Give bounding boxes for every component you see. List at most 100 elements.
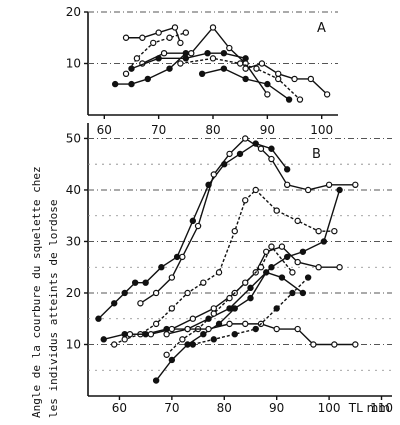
panel-b-series-1-point <box>95 315 102 322</box>
panel-b-series-1-point <box>121 289 128 297</box>
panel-b-series-1-point <box>283 166 291 173</box>
panel-b-ytick-label-50: 50 <box>66 131 81 145</box>
panel-b-series-6-point <box>226 294 233 302</box>
panel-b-series-5-point <box>147 330 155 338</box>
panel-a-series-6-point <box>177 60 184 67</box>
panel-b-series-2-line <box>140 137 356 304</box>
panel-a-series-2-point <box>144 75 151 83</box>
panel-a-series-6-point <box>296 96 304 103</box>
panel-b-series-2-point <box>152 289 160 297</box>
panel-b-series-2-point <box>179 253 186 261</box>
panel-b-series-2-point <box>352 181 359 189</box>
panel-b-series-8-point <box>310 341 317 348</box>
panel-b-series-1-point <box>236 150 244 158</box>
panel-b-series-3-point <box>168 305 176 312</box>
panel-b-xtick-label-80: 80 <box>217 401 232 415</box>
panel-b-series-8-point <box>331 341 338 348</box>
panel-a-series-1-point <box>155 29 162 36</box>
panel-a-series-3-point <box>182 29 190 36</box>
panel-b-series-8-point <box>294 325 301 333</box>
panel-b-series-3-point <box>111 341 118 348</box>
panel-b-series-1-point <box>189 217 197 225</box>
panel-a-series-6-point <box>275 75 282 83</box>
panel-b-series-7-point <box>152 377 160 384</box>
panel-a-series-6-point <box>209 55 217 62</box>
panel-b-xtick-label-70: 70 <box>164 401 179 415</box>
panel-b-series-3-point <box>315 227 322 235</box>
panel-a-xtick-label-80: 80 <box>205 123 220 137</box>
panel-a-series-6-point <box>253 65 260 72</box>
panel-b-series-5-point <box>336 264 343 271</box>
panel-b-series-1-point <box>158 264 165 271</box>
panel-b-series-3-point <box>294 217 301 225</box>
panel-a-series-8-point <box>307 75 315 83</box>
panel-a-chart: A 10 20 60 70 80 90 100 <box>66 5 338 137</box>
panel-a-ytick-label-10: 10 <box>66 57 81 71</box>
panel-a-series-4-point <box>226 44 233 52</box>
panel-b-series-7-point <box>168 356 176 364</box>
panel-b-series-5-point <box>263 248 270 255</box>
panel-b-series-3-point <box>121 336 128 343</box>
panel-b-series-5-point <box>126 330 134 338</box>
panel-a-series-4-point <box>264 91 271 98</box>
panel-a-series-1-point <box>139 34 146 41</box>
panel-b-series-7-point <box>231 305 238 312</box>
panel-b-series-3-point <box>200 279 207 286</box>
panel-b-series-9-point <box>273 305 280 312</box>
panel-a-series-4-point <box>209 24 217 31</box>
panel-b-series-8-point <box>163 330 170 338</box>
panel-b-ytick-label-20: 20 <box>66 286 81 300</box>
panel-b-series-2-point <box>283 181 291 189</box>
panel-b-series-9-point <box>252 325 259 333</box>
panel-b-ytick-label-10: 10 <box>66 337 81 351</box>
panel-a-series-7-point <box>242 75 249 83</box>
panel-b-xtick-label-110: 110 <box>370 401 393 415</box>
panel-b-series-8-point <box>242 320 249 328</box>
panel-b-series-3-point <box>242 197 249 204</box>
panel-b-series-5-point <box>315 264 322 271</box>
panel-a-series-6-point <box>236 60 244 67</box>
panel-a-series-5-point <box>220 50 228 57</box>
panel-b-series-1-point <box>173 253 181 261</box>
panel-b-series-6-point <box>257 264 265 271</box>
panel-b-series-2-point <box>168 274 176 281</box>
panel-a-series-8-point <box>275 70 282 78</box>
panel-a-series-5-line <box>131 52 246 70</box>
panel-b-series-3-point <box>331 227 338 235</box>
panel-b-series-2-point <box>268 155 275 163</box>
panel-a-series-7-point <box>220 65 228 72</box>
panel-a-series-8-point <box>323 91 331 98</box>
panel-a-series-4-point <box>160 50 168 57</box>
panel-a-series-2-point <box>166 65 173 72</box>
panel-a-series-1-point <box>171 24 179 31</box>
panel-a-xtick-label-100: 100 <box>310 123 333 137</box>
panel-b-series-6-point <box>163 351 170 358</box>
panel-b-series-4-point <box>283 253 291 261</box>
y-axis-label-line1: Angle de la courbure du squelette chez <box>30 166 43 418</box>
panel-b-ytick-label-30: 30 <box>66 234 81 248</box>
panel-b-xtick-label-100: 100 <box>318 401 341 415</box>
panel-a-label: A <box>317 21 326 36</box>
panel-b-series-2-point <box>226 150 233 158</box>
panel-b-series-7-point <box>184 341 191 348</box>
panel-a-series-3-point <box>133 55 141 62</box>
panel-a-series-8-point <box>258 60 266 67</box>
panel-b-xtick-label-90: 90 <box>269 401 284 415</box>
panel-b-series-8-point <box>184 325 191 333</box>
panel-a-series-3-point <box>122 70 130 78</box>
panel-a-series-1-point <box>122 34 130 41</box>
panel-a-series-7-point <box>264 80 271 88</box>
panel-a-ytick-label-20: 20 <box>66 5 81 19</box>
panel-b-series-3-point <box>252 186 259 194</box>
panel-b-series-3-point <box>152 320 160 328</box>
panel-b-series-1-point <box>268 145 275 152</box>
panel-b-series-5-point <box>210 305 217 312</box>
panel-b-series-7-point <box>200 330 207 338</box>
panel-b-series-6-point <box>242 279 249 286</box>
panel-a-series-7-point <box>198 70 206 78</box>
panel-a-series-5-point <box>204 50 211 57</box>
panel-b-series-9-point <box>231 330 238 338</box>
panel-b-series-4-point <box>299 248 307 255</box>
panel-b-series-9-point <box>210 336 217 343</box>
